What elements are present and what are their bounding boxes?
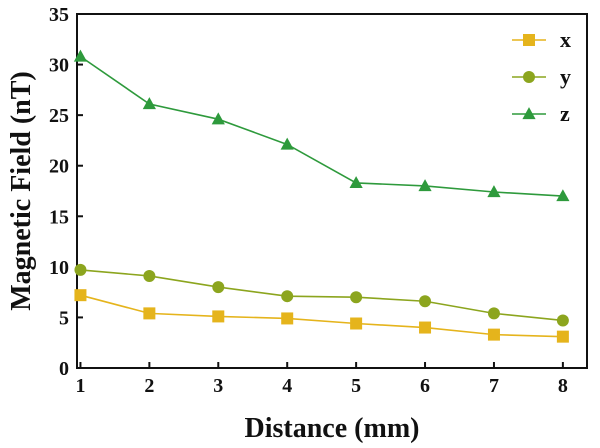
plot-frame [76, 13, 588, 369]
data-point-z [487, 185, 501, 198]
legend-marker [522, 107, 536, 120]
data-point-z [280, 137, 294, 150]
x-tick-label: 6 [420, 375, 430, 397]
y-axis: 0 5 10 15 20 25 30 35 [49, 4, 83, 380]
data-point-x [556, 330, 569, 343]
x-tick-label: 3 [213, 375, 223, 397]
legend-marker [523, 34, 535, 46]
legend-marker [523, 71, 535, 83]
legend-label: x [560, 27, 571, 52]
y-axis-title: Magnetic Field (nT) [6, 71, 37, 311]
data-point-z [556, 189, 570, 202]
x-tick-label: 8 [558, 375, 568, 397]
x-axis-title: Distance (mm) [245, 413, 420, 444]
x-tick-label: 7 [489, 375, 499, 397]
series-line-y [80, 269, 563, 322]
data-point-z [211, 112, 225, 125]
legend-item-z: z [512, 101, 570, 126]
legend: xyz [512, 27, 571, 126]
y-tick-label: 5 [59, 307, 69, 329]
data-point-z [349, 176, 363, 189]
plot-area [76, 13, 588, 369]
data-point-y [74, 263, 87, 276]
series-y [74, 263, 569, 327]
legend-item-x: x [512, 27, 571, 52]
series-layer [73, 49, 570, 343]
legend-label: y [560, 64, 571, 89]
data-point-y [281, 290, 294, 303]
data-point-z [73, 49, 88, 62]
x-tick-label: 1 [75, 375, 85, 397]
data-point-z [142, 97, 156, 110]
series-z [73, 49, 570, 202]
series-line-x [80, 294, 563, 338]
y-tick-label: 30 [49, 55, 69, 77]
legend-label: z [560, 101, 570, 126]
y-tick-label: 25 [49, 105, 69, 127]
x-tick-label: 4 [282, 375, 292, 397]
x-tick-label: 5 [351, 375, 361, 397]
data-point-x [74, 289, 87, 302]
x-tick-label: 2 [144, 375, 154, 397]
legend-item-y: y [512, 64, 571, 89]
series-line-z [79, 55, 563, 197]
y-tick-label: 15 [49, 206, 69, 228]
data-point-z [418, 179, 432, 192]
y-tick-label: 10 [49, 257, 69, 279]
series-x [74, 289, 569, 343]
x-axis: 1 2 3 4 5 6 7 8 [75, 362, 568, 397]
data-point-y [556, 314, 569, 327]
data-point-x [143, 307, 156, 320]
data-point-y [212, 281, 225, 294]
y-tick-label: 20 [49, 156, 69, 178]
data-point-y [350, 291, 363, 304]
data-point-x [487, 328, 500, 341]
data-point-y [419, 295, 432, 308]
y-tick-label: 35 [49, 4, 69, 26]
data-point-x [350, 317, 363, 330]
data-point-y [143, 269, 156, 282]
data-point-x [212, 310, 225, 323]
data-point-y [487, 307, 500, 320]
data-point-x [419, 321, 432, 334]
y-tick-label: 0 [59, 358, 69, 380]
data-point-x [281, 312, 294, 325]
